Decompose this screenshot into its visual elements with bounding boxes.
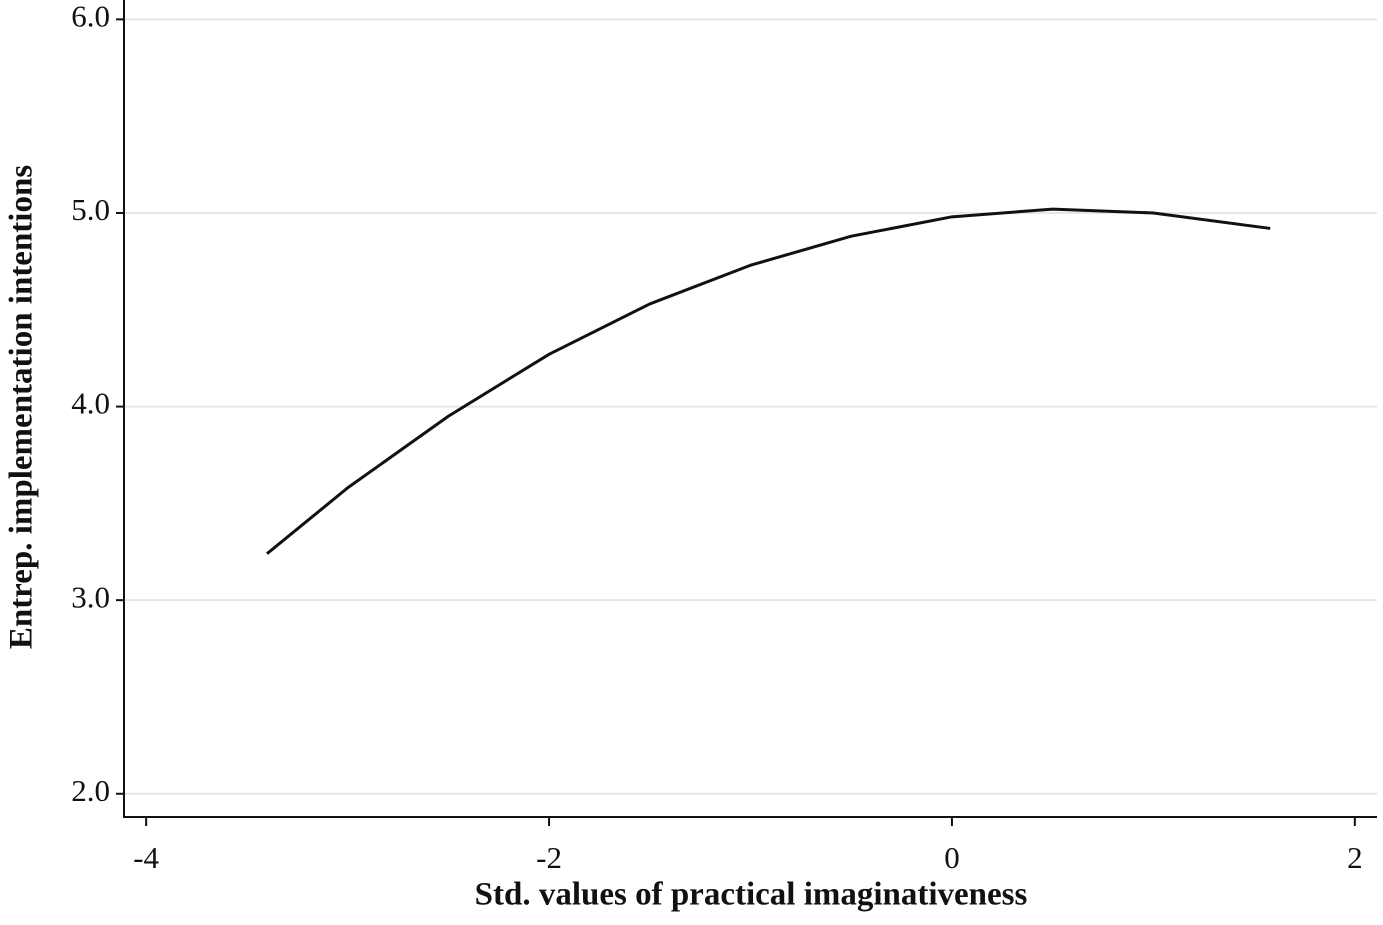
y-tick-label: 5.0 xyxy=(71,192,110,227)
y-tick-label: 2.0 xyxy=(71,773,110,808)
y-tick-label: 4.0 xyxy=(71,386,110,421)
x-tick-label: -2 xyxy=(536,840,562,875)
y-tick-label: 6.0 xyxy=(71,0,110,33)
line xyxy=(266,207,1271,555)
y-axis-title: Entrep. implementation intentions xyxy=(4,165,40,649)
x-tick-label: -4 xyxy=(133,840,159,875)
x-tick-label: 2 xyxy=(1347,840,1363,875)
y-tick-label: 3.0 xyxy=(71,579,110,614)
x-axis-title: Std. values of practical imaginativeness xyxy=(475,877,1028,913)
x-tick-label: 0 xyxy=(944,840,960,875)
